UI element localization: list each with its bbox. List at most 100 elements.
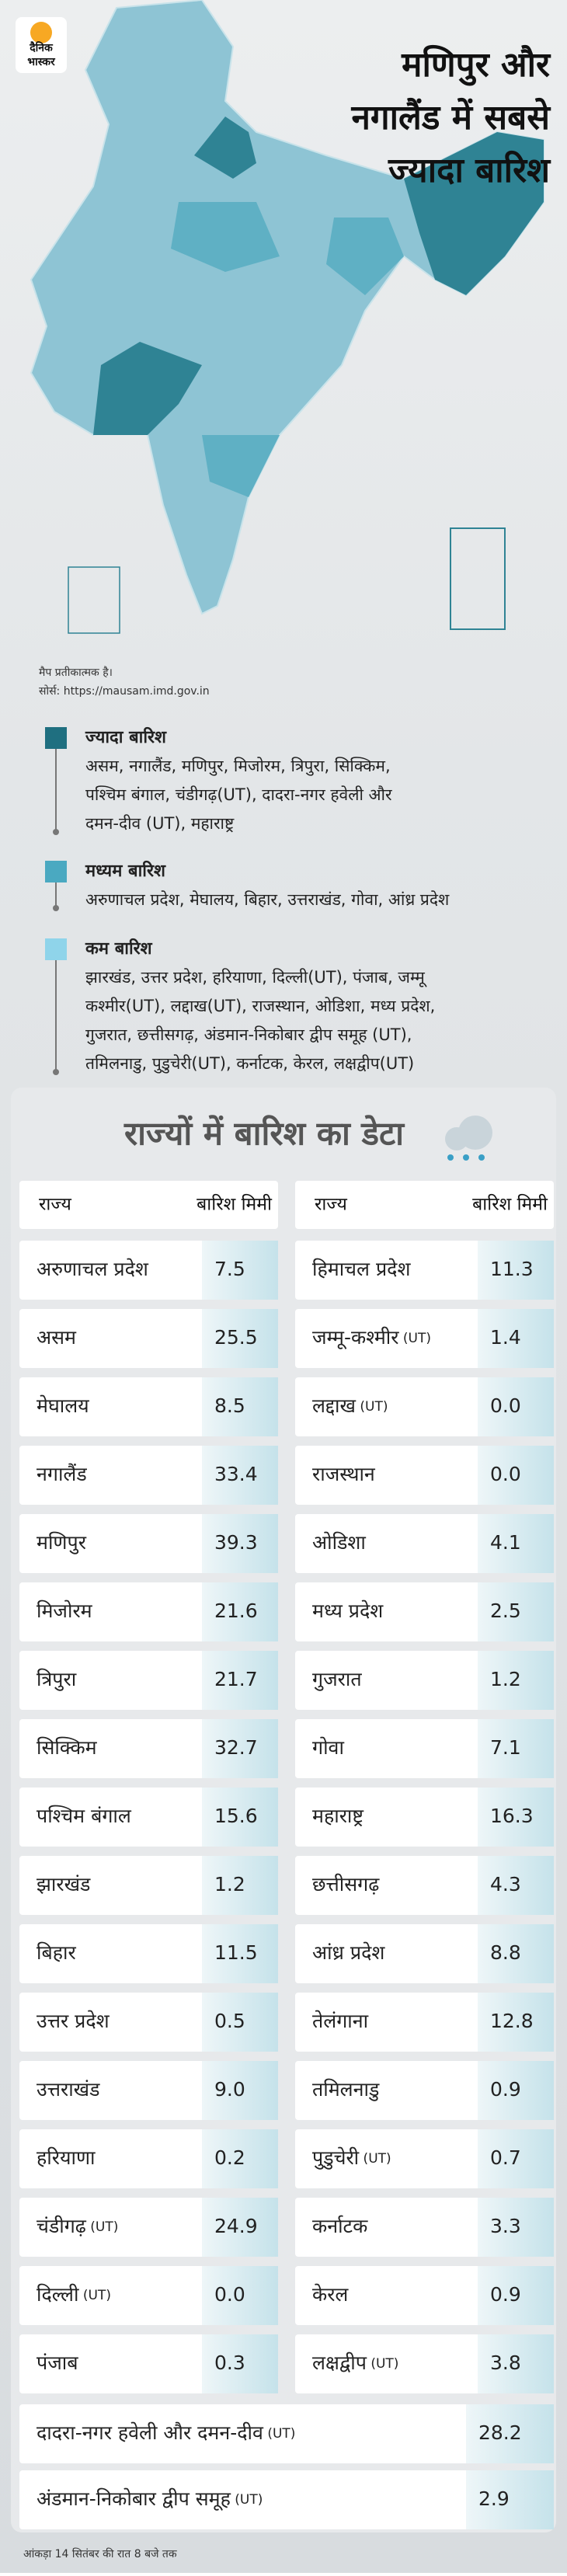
state-name: तमिलनाडु xyxy=(312,2078,380,2101)
ut-tag: (UT) xyxy=(398,1331,431,1346)
state-name: आंध्र प्रदेश xyxy=(312,1941,385,1964)
rain-value: 16.3 xyxy=(490,1805,534,1827)
state-name: अंडमान-निकोबार द्वीप समूह (UT) xyxy=(37,2487,263,2511)
ut-tag: (UT) xyxy=(359,2151,391,2167)
rain-drop xyxy=(478,1154,485,1161)
map-note: सोर्स: https://mausam.imd.gov.in xyxy=(39,684,210,698)
value-bg xyxy=(202,1856,278,1915)
ut-tag: (UT) xyxy=(86,2219,119,2235)
row-bg xyxy=(19,2470,554,2529)
rain-value: 1.4 xyxy=(490,1326,521,1349)
state-name: मिजोरम xyxy=(37,1600,93,1622)
state-name: अरुणाचल प्रदेश xyxy=(37,1258,149,1280)
header: बारिश मिमी xyxy=(197,1194,273,1215)
state-name: लद्दाख xyxy=(312,1394,357,1417)
rain-value: 24.9 xyxy=(214,2215,258,2237)
rain-value: 0.0 xyxy=(214,2283,245,2306)
row-bg xyxy=(19,2404,554,2463)
title: नगालैंड में सबसे xyxy=(350,97,551,138)
value-bg xyxy=(202,1241,278,1300)
state-name: कर्नाटक xyxy=(312,2215,368,2237)
state-name: हिमाचल प्रदेश xyxy=(312,1258,411,1280)
legend-heading: ज्यादा बारिश xyxy=(85,726,167,747)
legend-swatch xyxy=(45,727,67,749)
rain-value: 0.7 xyxy=(490,2146,521,2169)
state-name: चंडीगढ़ (UT) xyxy=(37,2215,118,2237)
state-name: मेघालय xyxy=(37,1394,89,1417)
value-bg xyxy=(478,1446,554,1505)
value-bg xyxy=(202,1993,278,2052)
state-name: ओडिशा xyxy=(312,1531,366,1554)
state-name: त्रिपुरा xyxy=(37,1668,77,1691)
rain-drop xyxy=(447,1154,454,1161)
rain-value: 12.8 xyxy=(490,2010,534,2032)
header: बारिश मिमी xyxy=(472,1194,548,1215)
legend-text: कश्मीर(UT), लद्दाख(UT), राजस्थान, ओडिशा,… xyxy=(85,997,435,1015)
value-bg xyxy=(202,1924,278,1983)
state-name: पंजाब xyxy=(37,2351,78,2374)
state-name: मध्य प्रदेश xyxy=(312,1600,384,1622)
state-name: राजस्थान xyxy=(312,1463,376,1485)
rain-value: 7.1 xyxy=(490,1736,521,1759)
value-bg xyxy=(202,1309,278,1368)
rain-value: 11.5 xyxy=(214,1941,258,1964)
value-bg xyxy=(202,2266,278,2325)
header-bg xyxy=(19,1181,278,1229)
state-name: तेलंगाना xyxy=(312,2010,369,2032)
state-name: पश्चिम बंगाल xyxy=(37,1805,132,1827)
rain-value: 21.7 xyxy=(214,1668,258,1690)
rain-value: 21.6 xyxy=(214,1600,258,1622)
value-bg xyxy=(202,1582,278,1641)
rain-value: 2.9 xyxy=(478,2487,510,2510)
value-bg xyxy=(478,2266,554,2325)
legend-text: झारखंड, उत्तर प्रदेश, हरियाणा, दिल्ली(UT… xyxy=(85,968,427,987)
ut-tag: (UT) xyxy=(78,2288,111,2303)
legend-heading: कम बारिश xyxy=(85,938,153,959)
state-name: बिहार xyxy=(37,1941,77,1964)
rain-value: 15.6 xyxy=(214,1805,258,1827)
table-title: राज्यों में बारिश का डेटा xyxy=(123,1115,405,1153)
state-name: जम्मू-कश्मीर (UT) xyxy=(312,1326,431,1349)
rain-value: 0.0 xyxy=(490,1394,521,1417)
title: मणिपुर और xyxy=(401,44,551,86)
rain-value: 1.2 xyxy=(214,1873,245,1895)
state-name: दिल्ली xyxy=(37,2283,79,2306)
state-name: मणिपुर xyxy=(37,1531,87,1554)
rain-value: 4.1 xyxy=(490,1531,521,1554)
rain-value: 0.0 xyxy=(490,1463,521,1485)
state-name: तमिलनाडु xyxy=(312,2078,380,2101)
state-name: गोवा xyxy=(312,1736,344,1759)
state-name: दादरा-नगर हवेली और दमन-दीव (UT) xyxy=(37,2421,295,2444)
value-bg xyxy=(202,2129,278,2188)
ut-tag: (UT) xyxy=(367,2356,399,2372)
legend-text: गुजरात, छत्तीसगढ़, अंडमान-निकोबार द्वीप … xyxy=(85,1025,412,1045)
rain-value: 2.5 xyxy=(490,1600,521,1622)
legend-text: असम, नगालैंड, मणिपुर, मिजोरम, त्रिपुरा, … xyxy=(85,757,391,776)
legend-text: पश्चिम बंगाल, चंडीगढ़(UT), दादरा-नगर हवे… xyxy=(85,785,392,804)
state-name: महाराष्ट्र xyxy=(312,1805,364,1827)
ut-tag: (UT) xyxy=(263,2426,296,2442)
state-name: पश्चिम बंगाल xyxy=(37,1805,132,1827)
india-map xyxy=(30,0,544,634)
legend-swatch xyxy=(45,861,67,882)
title: ज्यादा बारिश xyxy=(388,150,551,190)
logo-box xyxy=(16,17,67,73)
state-name: उत्तराखंड xyxy=(37,2078,100,2101)
value-bg xyxy=(478,1719,554,1778)
logo-sun xyxy=(30,22,52,44)
rain-value: 3.3 xyxy=(490,2215,521,2237)
state-name: हरियाणा xyxy=(37,2146,96,2169)
value-bg xyxy=(202,2334,278,2393)
value-bg xyxy=(478,1924,554,1983)
state-name: उत्तराखंड xyxy=(37,2078,100,2101)
state-name: अंडमान-निकोबार द्वीप समूह xyxy=(37,2487,231,2511)
state-name: दिल्ली (UT) xyxy=(37,2283,111,2306)
header: राज्य xyxy=(315,1195,348,1215)
value-bg xyxy=(478,1651,554,1710)
legend-dot xyxy=(53,905,59,911)
value-bg xyxy=(202,1651,278,1710)
rain-value: 11.3 xyxy=(490,1258,534,1280)
rain-drop xyxy=(463,1154,469,1161)
state-name: पुडुचेरी xyxy=(312,2146,360,2170)
